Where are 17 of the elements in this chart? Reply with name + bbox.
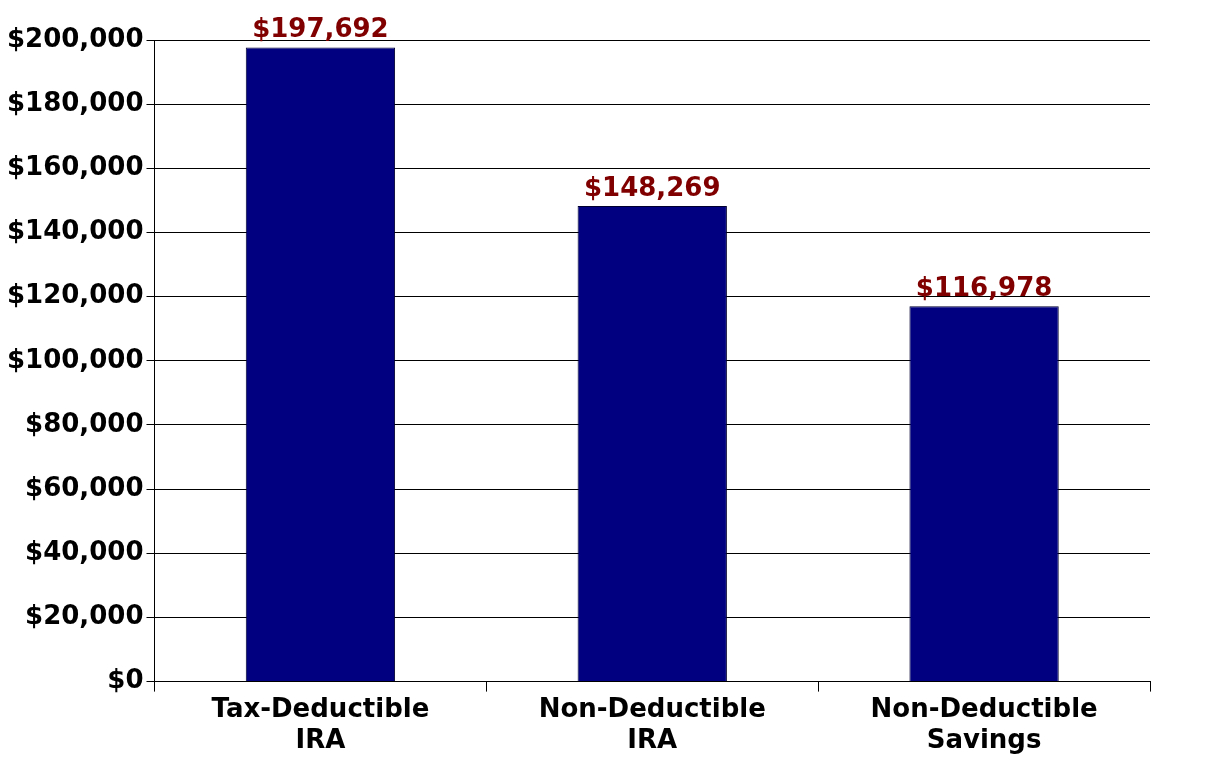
data-label: $197,692 [252,13,389,44]
y-tick-label: $20,000 [25,600,144,631]
x-tick-label: Tax-Deductible IRA [211,692,430,755]
data-label: $116,978 [915,272,1053,303]
x-tick-label: Non-Deductible Savings [870,692,1098,755]
y-tick-label: $100,000 [7,343,144,374]
y-tick-label: $200,000 [7,22,144,53]
y-tick-label: $60,000 [25,471,144,502]
y-tick-label: $180,000 [7,86,144,117]
data-label: $148,269 [584,171,721,202]
y-tick-label: $80,000 [25,407,144,438]
y-tick-label: $140,000 [7,215,144,246]
y-tick-label: $160,000 [7,151,144,182]
y-tick-label: $40,000 [25,536,144,567]
y-tick-label: $120,000 [7,279,144,310]
y-tick-label: $0 [107,664,144,695]
x-tick-label: Non-Deductible IRA [538,692,766,755]
